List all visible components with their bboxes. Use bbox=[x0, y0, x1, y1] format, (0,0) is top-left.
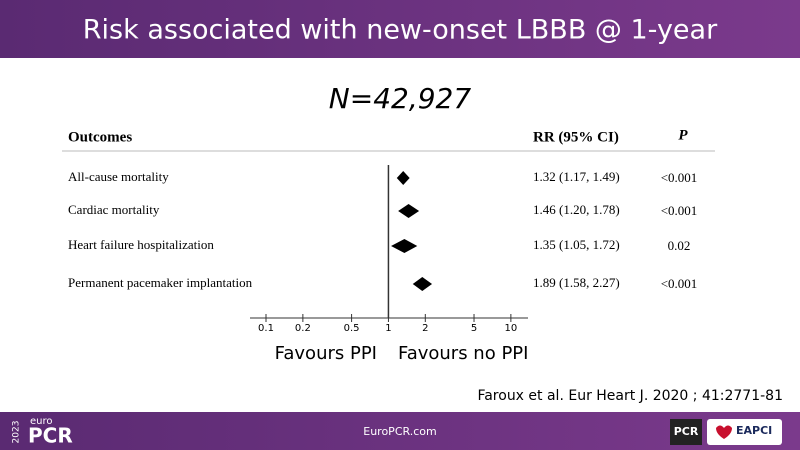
x-tick-label: 0.5 bbox=[344, 323, 360, 334]
x-tick-label: 10 bbox=[505, 323, 518, 334]
p-label: <0.001 bbox=[661, 170, 698, 185]
column-header: P bbox=[678, 127, 688, 143]
p-label: <0.001 bbox=[661, 276, 698, 291]
citation: Faroux et al. Eur Heart J. 2020 ; 41:277… bbox=[477, 388, 783, 404]
rr-label: 1.89 (1.58, 2.27) bbox=[533, 275, 620, 290]
footer-url: EuroPCR.com bbox=[363, 425, 437, 438]
footer-year: 2023 bbox=[12, 421, 22, 444]
x-tick-label: 5 bbox=[471, 323, 477, 334]
p-label: 0.02 bbox=[668, 238, 691, 253]
footer-brand: PCR bbox=[28, 424, 73, 448]
column-header: Outcomes bbox=[68, 129, 132, 145]
logo-box bbox=[707, 419, 782, 445]
logo-eapci: EAPCI bbox=[736, 424, 772, 437]
logo-pcr: PCR bbox=[674, 425, 699, 438]
x-tick-label: 0.1 bbox=[258, 323, 274, 334]
footer-brand-small: euro bbox=[30, 416, 53, 427]
header-band bbox=[0, 0, 800, 58]
diamond bbox=[391, 239, 418, 253]
outcome-label: All-cause mortality bbox=[68, 169, 169, 184]
rr-label: 1.32 (1.17, 1.49) bbox=[533, 169, 620, 184]
subtitle: N=42,927 bbox=[329, 82, 472, 115]
p-label: <0.001 bbox=[661, 203, 698, 218]
outcome-label: Heart failure hospitalization bbox=[68, 237, 214, 252]
slide-title: Risk associated with new-onset LBBB @ 1-… bbox=[83, 15, 718, 46]
diamond bbox=[398, 204, 420, 218]
x-tick-label: 1 bbox=[385, 323, 391, 334]
diamond bbox=[396, 171, 410, 185]
left-label: Favours PPI bbox=[275, 343, 377, 364]
x-tick-label: 0.2 bbox=[295, 323, 311, 334]
diamond bbox=[412, 277, 433, 291]
x-tick-label: 2 bbox=[422, 323, 428, 334]
logo-box bbox=[670, 419, 702, 445]
outcome-label: Cardiac mortality bbox=[68, 202, 160, 217]
rr-label: 1.46 (1.20, 1.78) bbox=[533, 202, 620, 217]
footer-band bbox=[0, 412, 800, 450]
right-label: Favours no PPI bbox=[398, 343, 528, 364]
logo-heart bbox=[716, 425, 732, 439]
outcome-label: Permanent pacemaker implantation bbox=[68, 275, 253, 290]
rr-label: 1.35 (1.05, 1.72) bbox=[533, 237, 620, 252]
column-header: RR (95% CI) bbox=[533, 129, 619, 145]
